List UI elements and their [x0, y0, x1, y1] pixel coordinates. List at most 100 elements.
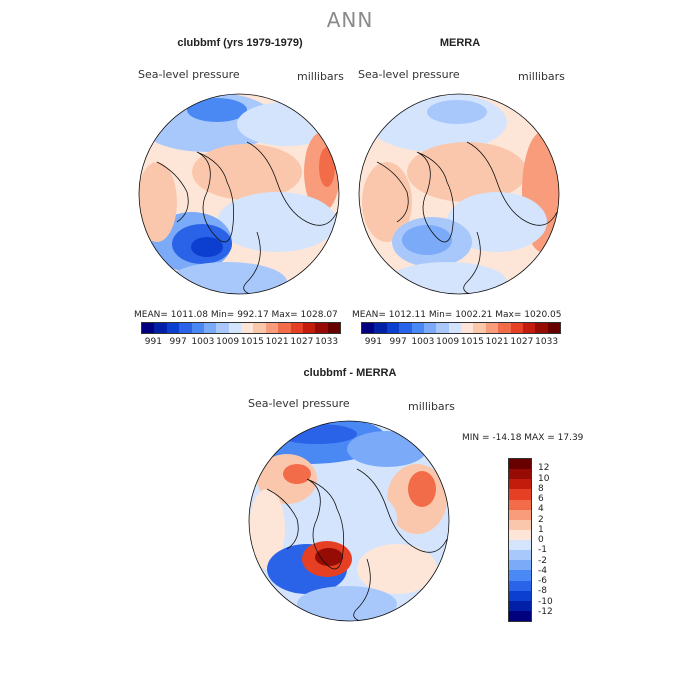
colorbar-tick-label: -1 — [538, 545, 547, 556]
colorbar-swatch — [509, 550, 531, 561]
colorbar-tick-label: 997 — [389, 337, 407, 347]
colorbar-tick-label: 1015 — [240, 337, 264, 347]
colorbar-swatch — [461, 323, 474, 333]
colorbar-tick-label: 997 — [169, 337, 187, 347]
right-units-label: millibars — [518, 70, 565, 83]
right-variable-label: Sea-level pressure — [358, 68, 460, 81]
colorbar-swatch — [509, 469, 531, 480]
colorbar-swatch — [509, 489, 531, 500]
diff-colorbar-ticks: 12 10 8 6 4 2 1 0 -1 -2 -4 -6 -8 -10 -12 — [538, 458, 568, 622]
diff-colorbar — [508, 458, 532, 622]
colorbar-swatch — [278, 323, 291, 333]
diff-stats: MIN = -14.18 MAX = 17.39 — [462, 433, 584, 443]
diff-variable-label: Sea-level pressure — [248, 397, 350, 410]
colorbar-swatch — [485, 323, 499, 333]
colorbar-tick-label: 1009 — [436, 337, 460, 347]
colorbar-tick-label: 1027 — [510, 337, 534, 347]
colorbar-swatch — [179, 323, 192, 333]
right-colorbar-ticks: 991 997 1003 1009 1015 1021 1027 1033 — [361, 337, 559, 349]
colorbar-tick-label: 1021 — [265, 337, 289, 347]
colorbar-swatch — [362, 323, 375, 333]
colorbar-swatch — [265, 323, 279, 333]
colorbar-tick-label: 10 — [538, 473, 550, 484]
colorbar-swatch — [522, 323, 536, 333]
colorbar-tick-label: 12 — [538, 463, 550, 474]
colorbar-swatch — [498, 323, 511, 333]
colorbar-swatch — [535, 323, 548, 333]
colorbar-tick-label: 1009 — [216, 337, 240, 347]
colorbar-tick-label: 0 — [538, 535, 544, 545]
colorbar-tick-label: 1015 — [460, 337, 484, 347]
colorbar-swatch — [142, 323, 155, 333]
colorbar-swatch — [253, 323, 266, 333]
colorbar-tick-label: 1003 — [411, 337, 435, 347]
colorbar-swatch — [436, 323, 449, 333]
left-colorbar-ticks: 991 997 1003 1009 1015 1021 1027 1033 — [141, 337, 339, 349]
colorbar-tick-label: -4 — [538, 565, 547, 576]
colorbar-swatch — [386, 323, 400, 333]
colorbar-swatch — [509, 570, 531, 581]
colorbar-tick-label: 991 — [144, 337, 162, 347]
colorbar-tick-label: -2 — [538, 555, 547, 566]
colorbar-swatch — [509, 499, 531, 510]
colorbar-swatch — [327, 323, 340, 333]
right-colorbar — [361, 322, 561, 334]
colorbar-swatch — [509, 509, 531, 520]
colorbar-tick-label: -12 — [538, 606, 553, 617]
diff-panel-title: clubbmf - MERRA — [303, 367, 397, 379]
colorbar-tick-label: 8 — [538, 483, 544, 494]
colorbar-swatch — [509, 540, 531, 551]
colorbar-swatch — [448, 323, 461, 333]
colorbar-swatch — [374, 323, 387, 333]
left-variable-label: Sea-level pressure — [138, 68, 240, 81]
colorbar-swatch — [547, 323, 560, 333]
colorbar-swatch — [509, 459, 531, 470]
colorbar-swatch — [399, 323, 412, 333]
colorbar-swatch — [509, 519, 531, 530]
colorbar-swatch — [510, 323, 523, 333]
colorbar-tick-label: -10 — [538, 596, 553, 607]
page-title: ANN — [326, 8, 374, 32]
right-stats: MEAN= 1012.11 Min= 1002.21 Max= 1020.05 — [352, 310, 562, 320]
colorbar-tick-label: 1033 — [535, 337, 559, 347]
colorbar-tick-label: 1021 — [485, 337, 509, 347]
colorbar-swatch — [191, 323, 204, 333]
left-panel-title: clubbmf (yrs 1979-1979) — [177, 37, 303, 49]
colorbar-tick-label: -6 — [538, 576, 547, 586]
diff-units-label: millibars — [408, 400, 455, 413]
left-stats: MEAN= 1011.08 Min= 992.17 Max= 1028.07 — [134, 310, 338, 320]
colorbar-tick-label: 1 — [538, 524, 544, 535]
colorbar-swatch — [509, 600, 531, 611]
colorbar-swatch — [509, 610, 531, 621]
left-polar-map — [138, 93, 340, 295]
colorbar-swatch — [290, 323, 303, 333]
colorbar-swatch — [509, 560, 531, 571]
colorbar-swatch — [203, 323, 217, 333]
colorbar-swatch — [228, 323, 241, 333]
colorbar-swatch — [509, 590, 531, 601]
colorbar-tick-label: 1003 — [191, 337, 215, 347]
colorbar-swatch — [216, 323, 229, 333]
colorbar-swatch — [154, 323, 167, 333]
colorbar-swatch — [241, 323, 254, 333]
right-polar-map — [358, 93, 560, 295]
colorbar-swatch — [509, 479, 531, 490]
colorbar-tick-label: 1033 — [315, 337, 339, 347]
colorbar-swatch — [302, 323, 316, 333]
colorbar-swatch — [315, 323, 328, 333]
colorbar-swatch — [423, 323, 437, 333]
colorbar-tick-label: -8 — [538, 586, 547, 597]
colorbar-tick-label: 991 — [364, 337, 382, 347]
colorbar-tick-label: 4 — [538, 504, 544, 515]
diff-polar-map — [248, 420, 450, 622]
colorbar-swatch — [166, 323, 180, 333]
colorbar-tick-label: 6 — [538, 494, 544, 504]
left-units-label: millibars — [297, 70, 344, 83]
colorbar-swatch — [509, 580, 531, 591]
colorbar-tick-label: 2 — [538, 514, 544, 525]
right-panel-title: MERRA — [439, 37, 481, 49]
colorbar-swatch — [473, 323, 486, 333]
left-colorbar — [141, 322, 341, 334]
colorbar-tick-label: 1027 — [290, 337, 314, 347]
colorbar-swatch — [509, 529, 531, 540]
